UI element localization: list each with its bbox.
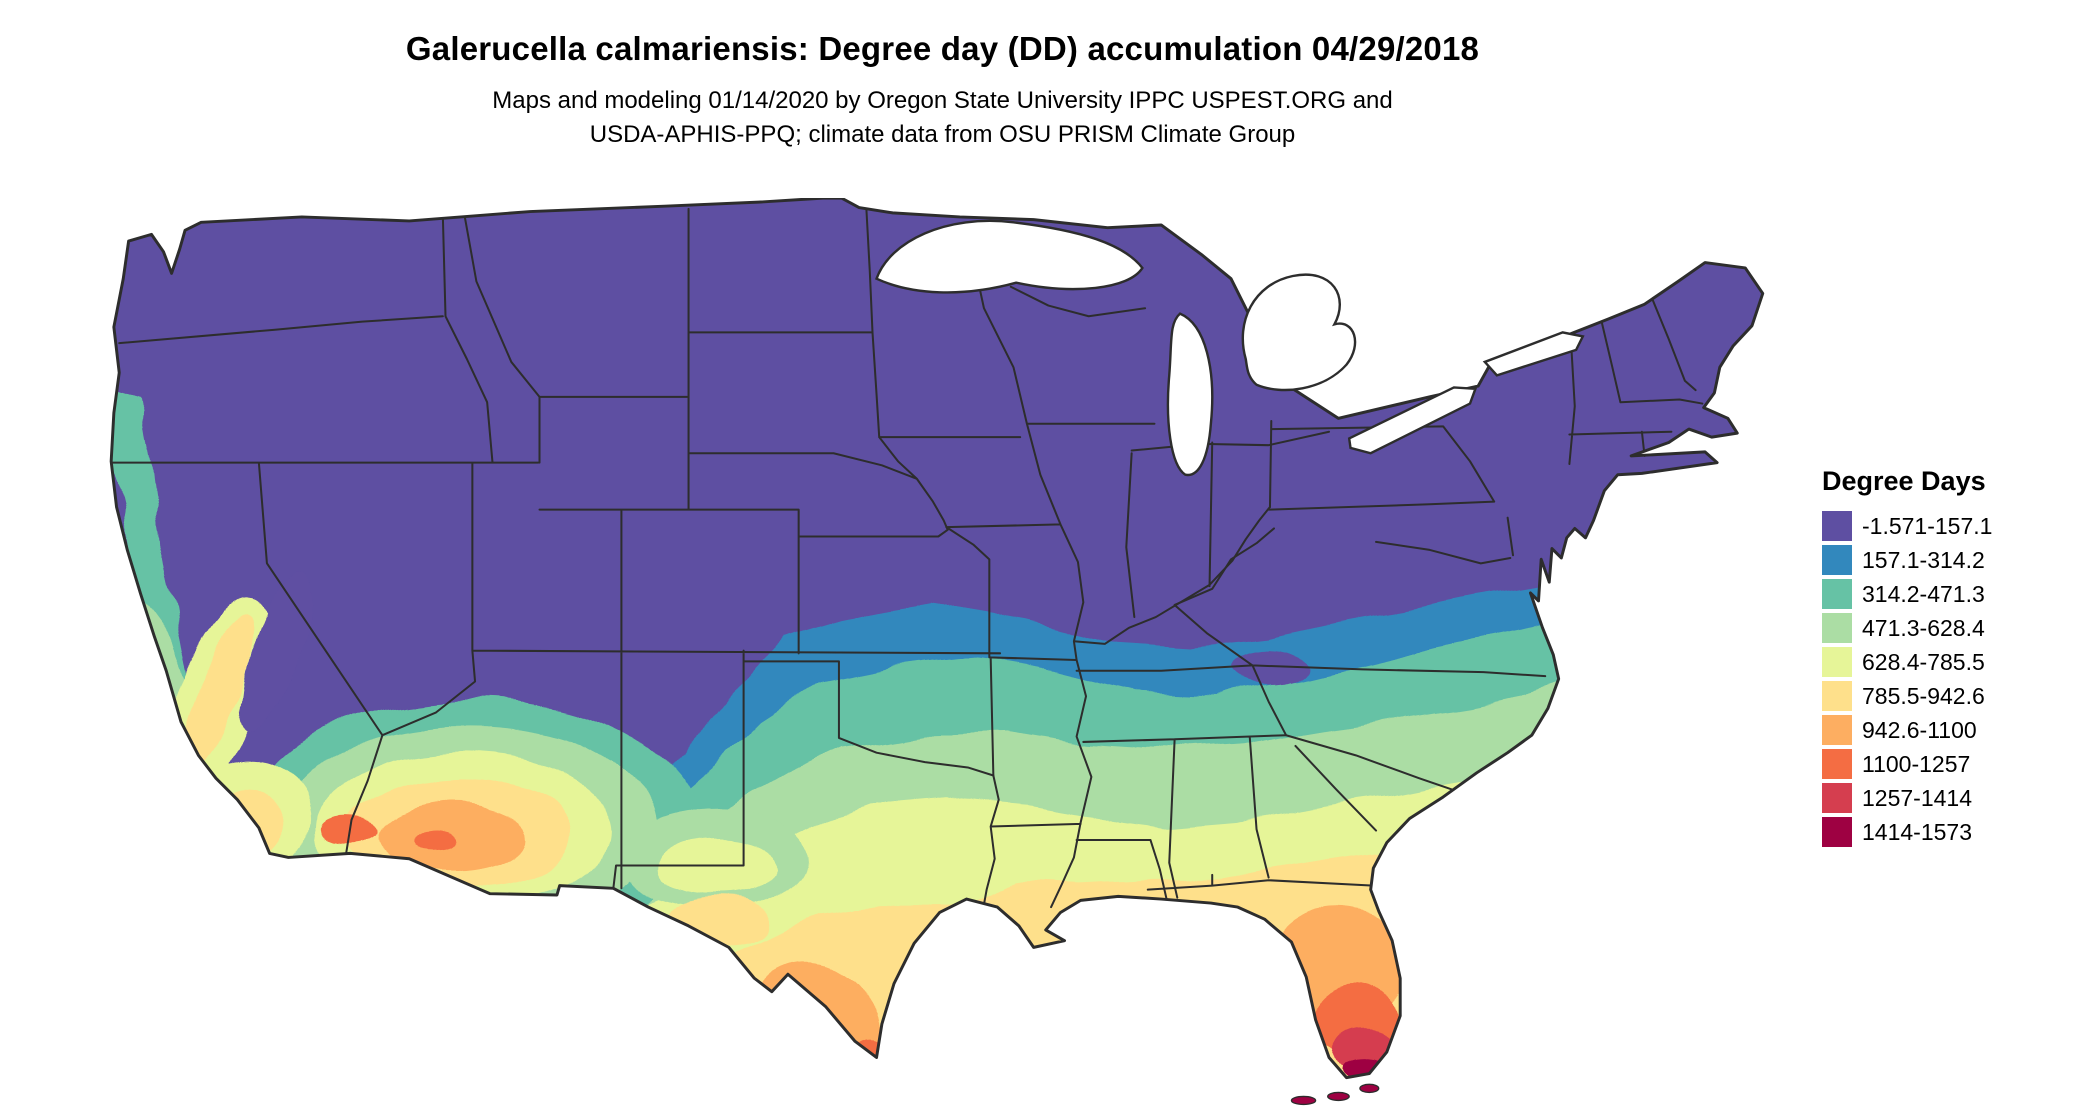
legend-swatch	[1822, 749, 1852, 779]
figure-title: Galerucella calmariensis: Degree day (DD…	[0, 30, 1885, 68]
california-coast-green-strip	[140, 600, 269, 859]
legend-label: 314.2-471.3	[1862, 580, 1985, 607]
legend-item: 942.6-1100	[1822, 715, 1992, 745]
legend-swatch	[1822, 579, 1852, 609]
south-florida-red	[1333, 1026, 1393, 1067]
legend-label: 942.6-1100	[1862, 716, 1977, 743]
state-lines-east	[1173, 285, 1704, 832]
us-degree-day-map	[109, 198, 1765, 1106]
legend-swatch	[1822, 681, 1852, 711]
state-lines-central	[945, 257, 1375, 909]
legend-swatch	[1822, 647, 1852, 677]
figure-titles: Galerucella calmariensis: Degree day (DD…	[0, 30, 1885, 151]
legend-item: 157.1-314.2	[1822, 545, 1992, 575]
map-raster	[111, 198, 1763, 1078]
legend-item: 314.2-471.3	[1822, 579, 1992, 609]
legend-swatch	[1822, 545, 1852, 575]
legend-label: 1257-1414	[1862, 784, 1972, 811]
pacific-nw-coast-teal-strip	[111, 386, 192, 702]
legend-label: 1100-1257	[1862, 750, 1971, 777]
state-boundary-lines	[111, 198, 1704, 909]
legend-label: 628.4-785.5	[1862, 648, 1985, 675]
legend-swatch	[1822, 715, 1852, 745]
florida-key-upper	[1359, 1083, 1380, 1094]
lake-erie	[1347, 386, 1478, 455]
socal-yellow	[205, 794, 286, 859]
phoenix-hot-spot	[411, 830, 455, 850]
legend-item: 471.3-628.4	[1822, 613, 1992, 643]
figure-subtitle-line1: Maps and modeling 01/14/2020 by Oregon S…	[492, 87, 1393, 114]
legend-item: 1414-1573	[1822, 817, 1992, 847]
state-lines-west	[111, 198, 1022, 890]
lake-michigan	[1166, 312, 1214, 477]
legend-label: -1.571-157.1	[1862, 512, 1993, 539]
legend-label: 157.1-314.2	[1862, 546, 1985, 573]
legend-swatch	[1822, 783, 1852, 813]
legend-item: 628.4-785.5	[1822, 647, 1992, 677]
legend-label: 1414-1573	[1862, 818, 1972, 845]
legend-items: -1.571-157.1 157.1-314.2 314.2-471.3 471…	[1822, 511, 1992, 847]
legend-label: 785.5-942.6	[1862, 682, 1985, 709]
central-valley-yellow	[183, 616, 252, 774]
great-lakes	[875, 219, 1585, 477]
florida-key-west	[1290, 1095, 1317, 1106]
figure-subtitle: Maps and modeling 01/14/2020 by Oregon S…	[0, 84, 1885, 151]
appalachian-cold-pocket	[1233, 650, 1309, 686]
figure-subtitle-line2: USDA-APHIS-PPQ; climate data from OSU PR…	[589, 120, 1296, 148]
sierra-nevada-cold-strip	[241, 572, 309, 732]
southern-nm-yellowgreen-patch	[657, 839, 779, 900]
legend-item: -1.571-157.1	[1822, 511, 1992, 541]
legend-title: Degree Days	[1822, 466, 1986, 496]
legend-swatch	[1822, 511, 1852, 541]
florida-key-middle	[1327, 1091, 1350, 1102]
degree-days-legend: Degree Days -1.571-157.1 157.1-314.2 314…	[1822, 466, 1992, 851]
legend-item: 1100-1257	[1822, 749, 1992, 779]
country-outline	[109, 198, 1765, 1080]
lake-superior	[875, 219, 1144, 294]
lake-ontario	[1482, 331, 1585, 377]
socal-orange	[218, 818, 257, 846]
figure-title-text: Galerucella calmariensis: Degree day (DD…	[405, 30, 1480, 67]
lake-huron	[1241, 273, 1357, 392]
florida-keys	[1290, 1083, 1380, 1106]
legend-label: 471.3-628.4	[1862, 614, 1985, 641]
legend-swatch	[1822, 817, 1852, 847]
legend-item: 785.5-942.6	[1822, 681, 1992, 711]
legend-swatch	[1822, 613, 1852, 643]
legend-item: 1257-1414	[1822, 783, 1992, 813]
